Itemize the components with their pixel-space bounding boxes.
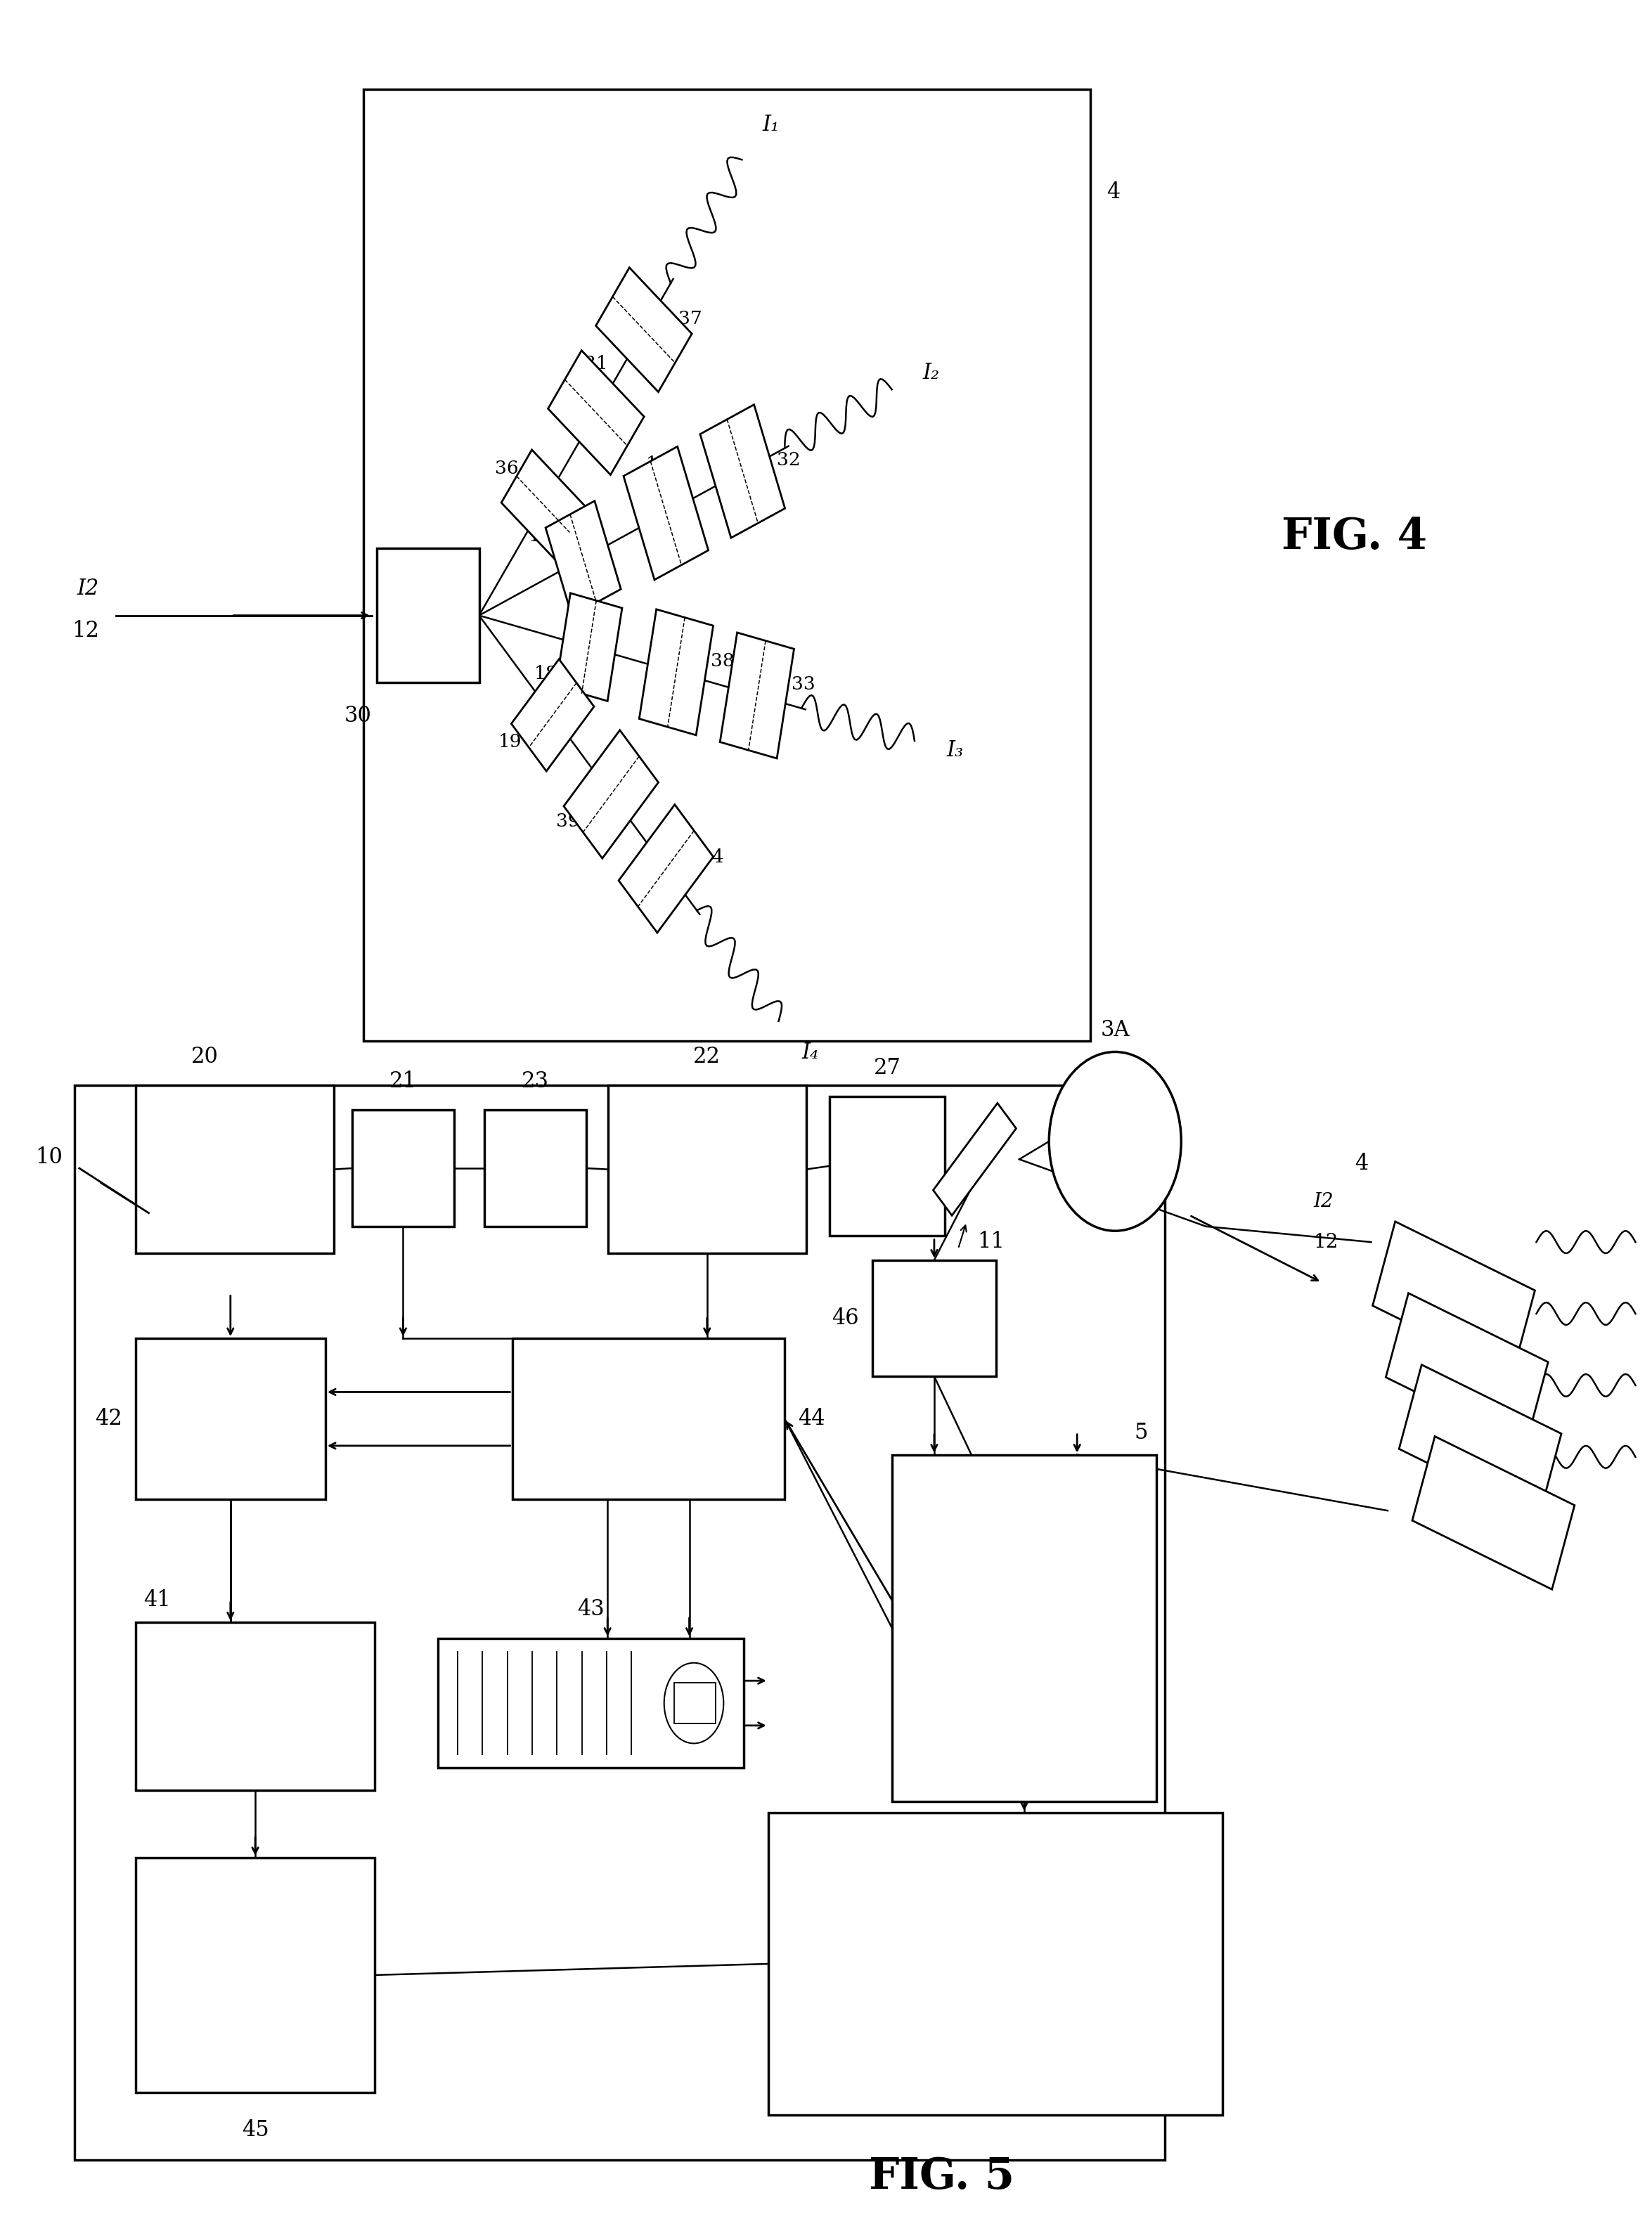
- Text: 4: 4: [1355, 1153, 1368, 1175]
- Bar: [512, 1338, 785, 1499]
- Text: 23: 23: [522, 1070, 548, 1092]
- Bar: [608, 1085, 806, 1253]
- Text: I2: I2: [1313, 1193, 1333, 1211]
- Bar: [377, 548, 479, 683]
- Bar: [768, 1813, 1222, 2115]
- Text: 34: 34: [700, 848, 724, 866]
- Bar: [135, 1338, 325, 1499]
- Polygon shape: [933, 1103, 1016, 1215]
- Polygon shape: [1412, 1437, 1574, 1589]
- Text: 44: 44: [798, 1408, 824, 1430]
- Text: 39: 39: [557, 812, 580, 830]
- Text: 33: 33: [791, 676, 814, 694]
- Circle shape: [1049, 1052, 1181, 1231]
- Text: 10: 10: [35, 1146, 63, 1168]
- Bar: [484, 1110, 586, 1226]
- Text: 1: 1: [1069, 1130, 1082, 1153]
- Text: 43: 43: [577, 1598, 605, 1620]
- Text: 21: 21: [390, 1070, 416, 1092]
- Text: 12: 12: [1313, 1233, 1338, 1251]
- Polygon shape: [563, 730, 659, 859]
- Text: 36: 36: [496, 459, 519, 477]
- Text: 20: 20: [192, 1045, 218, 1068]
- Polygon shape: [700, 405, 785, 537]
- Text: 32: 32: [776, 452, 801, 468]
- Polygon shape: [548, 351, 644, 474]
- Text: 40: 40: [1188, 2081, 1214, 2104]
- Text: I2: I2: [78, 577, 99, 600]
- Bar: [74, 1085, 1165, 2160]
- Polygon shape: [512, 660, 595, 772]
- Text: 16: 16: [529, 528, 552, 544]
- Text: 27: 27: [874, 1056, 900, 1079]
- Text: FIG. 5: FIG. 5: [869, 2155, 1014, 2198]
- Bar: [892, 1455, 1156, 1802]
- Text: I₂: I₂: [922, 363, 940, 383]
- Text: 42: 42: [96, 1408, 122, 1430]
- Text: 12: 12: [71, 620, 99, 642]
- Polygon shape: [618, 803, 714, 933]
- Text: 4: 4: [1107, 181, 1120, 204]
- Polygon shape: [1399, 1365, 1561, 1517]
- Polygon shape: [720, 633, 795, 759]
- Text: 18: 18: [534, 665, 558, 683]
- Text: 5: 5: [1135, 1421, 1148, 1444]
- Polygon shape: [501, 450, 585, 560]
- Polygon shape: [623, 448, 709, 580]
- Text: 45: 45: [241, 2119, 269, 2142]
- Bar: [135, 1858, 375, 2093]
- Text: I₄: I₄: [801, 1043, 819, 1063]
- Text: I₁: I₁: [762, 114, 780, 134]
- Text: 30: 30: [344, 705, 372, 727]
- Polygon shape: [596, 269, 692, 392]
- Text: 31: 31: [585, 354, 608, 372]
- Text: 41: 41: [144, 1589, 170, 1611]
- Bar: [363, 90, 1090, 1041]
- Circle shape: [664, 1663, 724, 1743]
- Text: FIG. 4: FIG. 4: [1282, 517, 1427, 557]
- Bar: [135, 1623, 375, 1790]
- Bar: [829, 1097, 945, 1235]
- Bar: [872, 1260, 996, 1376]
- Polygon shape: [639, 609, 714, 734]
- Text: 19: 19: [497, 734, 522, 750]
- Text: 37: 37: [679, 309, 702, 327]
- Polygon shape: [555, 593, 623, 700]
- Polygon shape: [1386, 1294, 1548, 1446]
- Bar: [135, 1085, 334, 1253]
- Bar: [438, 1638, 743, 1768]
- Text: 46: 46: [833, 1307, 859, 1329]
- Text: I₃: I₃: [947, 739, 963, 761]
- Text: 11: 11: [978, 1231, 1004, 1253]
- Text: 22: 22: [694, 1045, 720, 1068]
- Polygon shape: [1373, 1222, 1535, 1374]
- Bar: [674, 1683, 715, 1723]
- Text: 15: 15: [945, 1260, 971, 1282]
- Bar: [352, 1110, 454, 1226]
- Text: 38: 38: [710, 651, 733, 669]
- Text: 3A: 3A: [1100, 1018, 1130, 1041]
- Text: 17: 17: [646, 454, 669, 472]
- Polygon shape: [545, 501, 621, 615]
